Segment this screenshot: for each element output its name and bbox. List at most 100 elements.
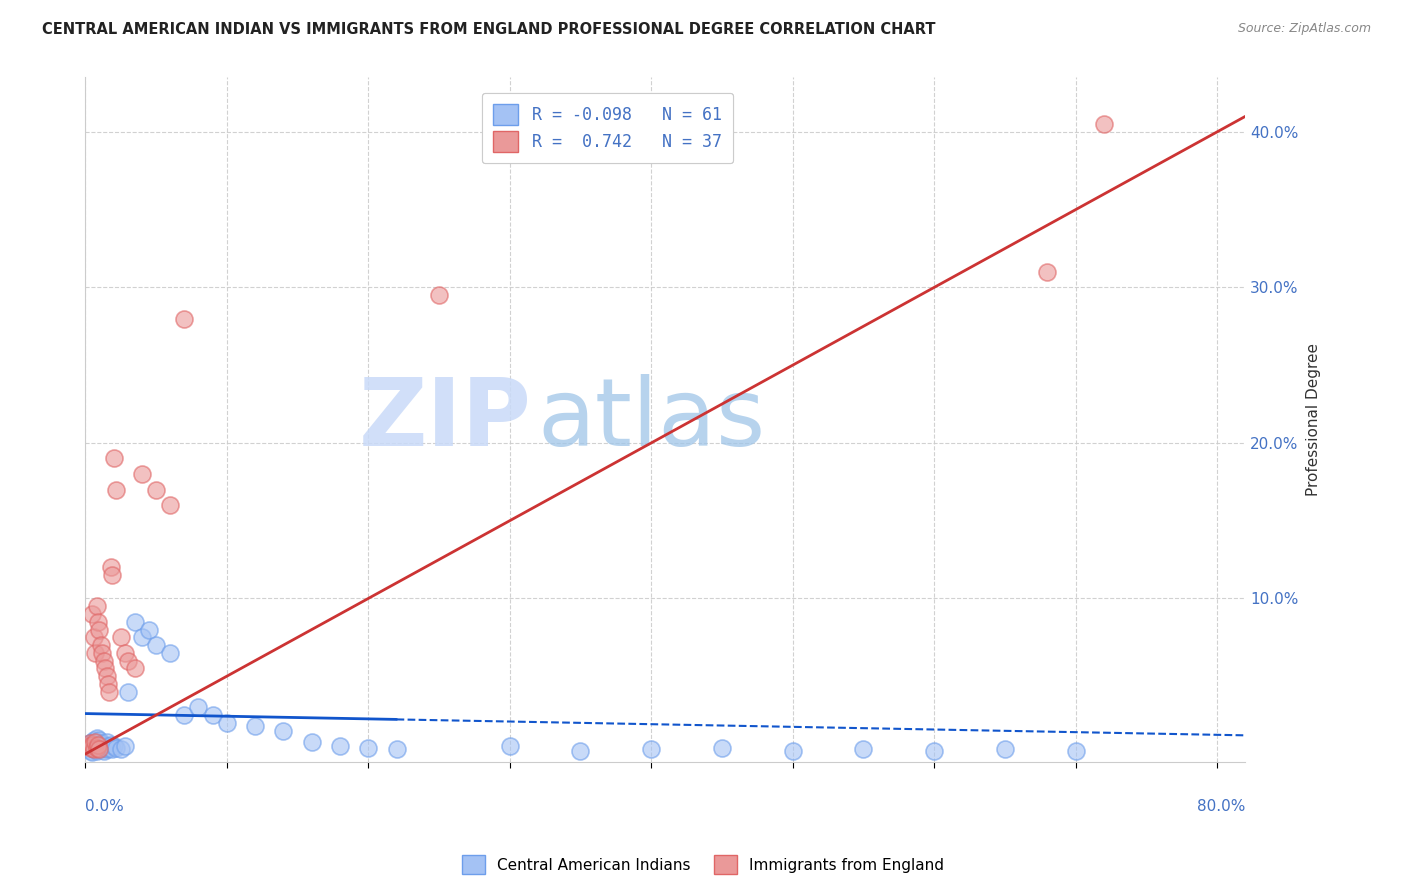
Point <box>1064 744 1087 758</box>
Point <box>86 731 108 746</box>
Point <box>187 700 209 714</box>
Point <box>124 661 146 675</box>
Point <box>83 739 105 754</box>
Text: atlas: atlas <box>537 374 766 466</box>
Point <box>94 661 117 675</box>
Point <box>101 568 124 582</box>
Point <box>782 744 804 758</box>
Point <box>86 738 108 752</box>
Text: ZIP: ZIP <box>359 374 531 466</box>
Point <box>159 646 181 660</box>
Point <box>82 607 104 621</box>
Point <box>82 740 104 755</box>
Point <box>173 708 195 723</box>
Point <box>159 498 181 512</box>
Point <box>427 288 450 302</box>
Point <box>80 740 103 755</box>
Point <box>110 742 132 756</box>
Point <box>87 734 110 748</box>
Text: 80.0%: 80.0% <box>1197 799 1246 814</box>
Point <box>1036 265 1059 279</box>
Text: Source: ZipAtlas.com: Source: ZipAtlas.com <box>1237 22 1371 36</box>
Point <box>357 740 380 755</box>
Point <box>117 654 139 668</box>
Point <box>273 723 295 738</box>
Point <box>94 740 117 755</box>
Point <box>710 740 733 755</box>
Point <box>82 738 104 752</box>
Point <box>97 677 120 691</box>
Point <box>93 738 115 752</box>
Point <box>114 739 136 754</box>
Point <box>97 739 120 754</box>
Point <box>79 736 101 750</box>
Y-axis label: Professional Degree: Professional Degree <box>1306 343 1320 496</box>
Point <box>145 483 167 497</box>
Point <box>91 736 114 750</box>
Point <box>82 746 104 760</box>
Legend: R = -0.098   N = 61, R =  0.742   N = 37: R = -0.098 N = 61, R = 0.742 N = 37 <box>481 93 733 163</box>
Point <box>131 631 153 645</box>
Point <box>124 615 146 629</box>
Point <box>89 742 111 756</box>
Point <box>138 623 160 637</box>
Point <box>100 560 122 574</box>
Point <box>110 631 132 645</box>
Point <box>301 734 323 748</box>
Point <box>79 736 101 750</box>
Point <box>80 738 103 752</box>
Point <box>98 740 121 755</box>
Point <box>83 742 105 756</box>
Point <box>105 740 128 755</box>
Point <box>79 742 101 756</box>
Point <box>93 654 115 668</box>
Point <box>84 736 107 750</box>
Point <box>640 742 662 756</box>
Point <box>385 742 408 756</box>
Point <box>569 744 592 758</box>
Point <box>98 685 121 699</box>
Point <box>80 744 103 758</box>
Point <box>117 685 139 699</box>
Point <box>100 738 122 752</box>
Point <box>994 742 1017 756</box>
Point <box>83 742 105 756</box>
Point <box>86 740 108 755</box>
Point <box>90 739 112 754</box>
Point <box>96 669 118 683</box>
Point <box>499 739 522 754</box>
Point <box>82 734 104 748</box>
Point <box>96 734 118 748</box>
Point <box>173 311 195 326</box>
Point <box>86 599 108 614</box>
Text: CENTRAL AMERICAN INDIAN VS IMMIGRANTS FROM ENGLAND PROFESSIONAL DEGREE CORRELATI: CENTRAL AMERICAN INDIAN VS IMMIGRANTS FR… <box>42 22 935 37</box>
Point <box>145 638 167 652</box>
Point <box>84 646 107 660</box>
Point <box>87 738 110 752</box>
Point <box>90 638 112 652</box>
Point <box>105 483 128 497</box>
Text: 0.0%: 0.0% <box>86 799 124 814</box>
Point <box>96 742 118 756</box>
Point <box>89 733 111 747</box>
Point <box>922 744 945 758</box>
Point <box>91 646 114 660</box>
Point <box>1092 117 1115 131</box>
Point <box>103 739 125 754</box>
Point <box>87 615 110 629</box>
Point <box>131 467 153 481</box>
Point <box>87 742 110 756</box>
Point <box>89 740 111 755</box>
Point <box>91 742 114 756</box>
Point <box>89 623 111 637</box>
Point <box>103 451 125 466</box>
Point <box>77 739 100 754</box>
Point <box>84 734 107 748</box>
Point <box>83 631 105 645</box>
Point <box>243 719 266 733</box>
Point <box>215 715 238 730</box>
Point <box>852 742 875 756</box>
Point <box>86 744 108 758</box>
Point <box>93 744 115 758</box>
Legend: Central American Indians, Immigrants from England: Central American Indians, Immigrants fro… <box>456 849 950 880</box>
